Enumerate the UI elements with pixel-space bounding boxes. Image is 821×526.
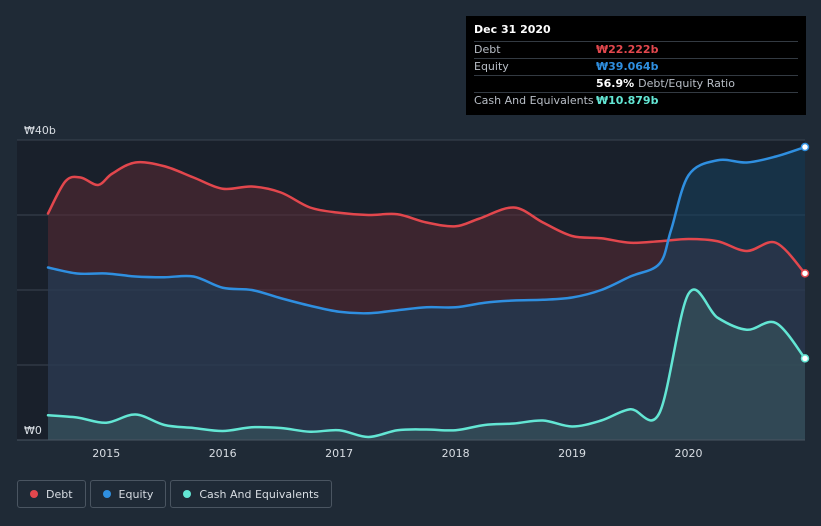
x-tick-label-2015: 2015 [92, 447, 120, 460]
line-equity [46, 145, 807, 315]
tooltip-debt-label: Debt [474, 43, 501, 56]
tooltip-row-cash: Cash And Equivalents ₩10.879b [474, 92, 798, 109]
area-cash [48, 289, 805, 440]
end-marker-equity [800, 142, 810, 152]
tooltip-equity-value: ₩39.064b [596, 60, 659, 73]
x-tick-label-2018: 2018 [442, 447, 470, 460]
x-tick-label-2017: 2017 [325, 447, 353, 460]
legend: Debt Equity Cash And Equivalents [17, 480, 332, 508]
tooltip-debt-value: ₩22.222b [596, 43, 659, 56]
tooltip-row-debt: Debt ₩22.222b [474, 41, 798, 58]
legend-dot-debt [30, 490, 38, 498]
legend-label-equity: Equity [118, 487, 154, 501]
legend-label-debt: Debt [46, 487, 73, 501]
legend-dot-cash [183, 490, 192, 498]
y-tick-label-40: ₩40b [24, 124, 56, 137]
x-tick-label-2016: 2016 [209, 447, 237, 460]
area-equity [48, 147, 805, 440]
end-marker-debt [800, 269, 810, 278]
tooltip-date: Dec 31 2020 [474, 23, 551, 36]
tooltip-cash-label: Cash And Equivalents [474, 94, 594, 107]
tooltip-row-equity: Equity ₩39.064b [474, 58, 798, 75]
line-cash [46, 288, 807, 439]
tooltip-cash-value: ₩10.879b [596, 94, 659, 107]
x-tick-label-2020: 2020 [675, 447, 703, 460]
y-tick-label-0: ₩0 [24, 424, 42, 437]
end-marker-cash [800, 354, 810, 363]
legend-label-cash: Cash And Equivalents [199, 487, 319, 501]
tooltip-equity-label: Equity [474, 60, 509, 73]
legend-dot-equity [102, 490, 111, 498]
tooltip-ratio-caption: Debt/Equity Ratio [638, 77, 735, 90]
legend-item-debt[interactable]: Debt [17, 480, 86, 508]
tooltip-ratio-value: 56.9% [596, 77, 635, 90]
x-tick-label-2019: 2019 [558, 447, 586, 460]
legend-item-cash[interactable]: Cash And Equivalents [170, 480, 332, 508]
tooltip-row-ratio: 56.9% Debt/Equity Ratio [474, 75, 798, 92]
legend-item-equity[interactable]: Equity [89, 480, 167, 508]
tooltip: Dec 31 2020 Debt ₩22.222b Equity ₩39.064… [466, 16, 806, 115]
tooltip-ratio-label [474, 76, 596, 92]
